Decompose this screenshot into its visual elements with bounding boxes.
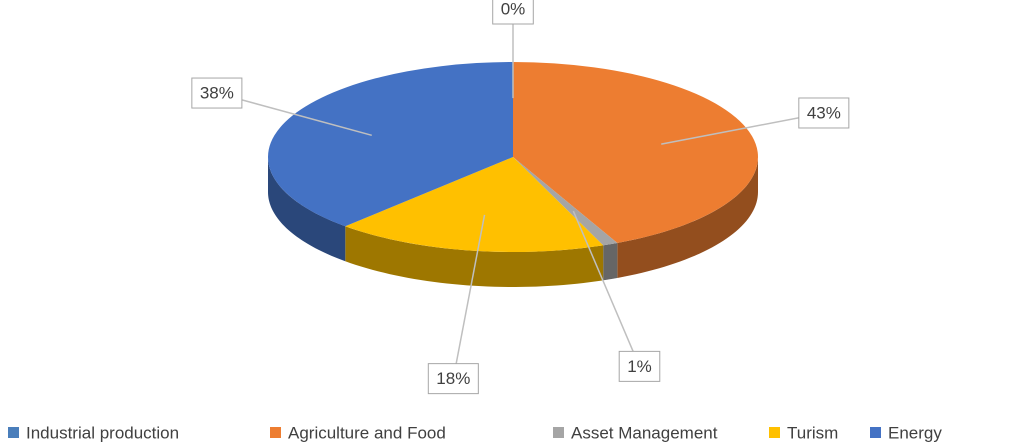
slice-side [617,157,758,278]
leader-line [216,92,372,137]
slice-side [268,157,346,262]
data-label: 0% [501,0,526,18]
leader-line [661,112,824,145]
slice-side [603,242,618,281]
slice-side [345,226,604,287]
legend-swatch [553,427,564,438]
data-label-box [798,97,850,129]
legend-swatch [769,427,780,438]
data-label-group [798,97,850,129]
legend-label: Energy [888,423,942,442]
slice [345,157,604,252]
data-label: 38% [200,84,234,103]
data-label-box [427,363,479,395]
legend-label: Agriculture and Food [288,423,446,442]
leader-line [572,210,641,367]
data-label-group [191,77,243,109]
leader-line [452,214,486,379]
legend-label: Industrial production [26,423,179,442]
legend-label: Asset Management [571,423,718,442]
legend-swatch [270,427,281,438]
data-label: 43% [807,103,841,122]
data-label-box [618,350,661,382]
legend-swatch [8,427,19,438]
slice [513,157,618,246]
data-label-group [618,350,661,382]
data-label-box [191,77,243,109]
data-label: 1% [627,357,652,376]
legend-label: Turism [787,423,838,442]
legend-swatch [870,427,881,438]
data-label: 18% [436,369,470,388]
slice [268,61,513,227]
data-label-box [492,0,534,25]
data-label-group [492,0,534,25]
slice [513,62,759,243]
data-label-group [427,363,479,395]
